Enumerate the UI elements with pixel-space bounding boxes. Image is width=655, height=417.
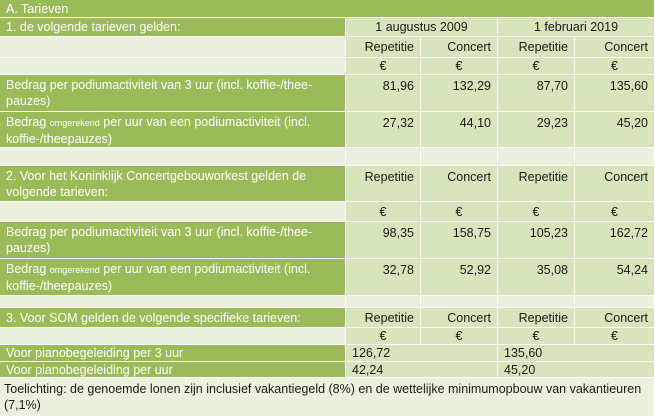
currency-symbol: € xyxy=(498,58,575,75)
value-cell: 54,24 xyxy=(575,259,655,296)
table-row: Bedrag per podiumactiviteit van 3 uur (i… xyxy=(0,75,655,112)
empty-cell xyxy=(498,148,575,166)
table-row: Bedrag omgerekend per uur van een podium… xyxy=(0,259,655,296)
empty-cell xyxy=(346,296,421,308)
section1-colheader-row: Repetitie Concert Repetitie Concert xyxy=(0,37,655,58)
currency-symbol: € xyxy=(421,202,498,222)
empty-cell xyxy=(0,58,346,75)
empty-cell xyxy=(575,296,655,308)
col-concert: Concert xyxy=(575,37,655,58)
col-concert: Concert xyxy=(421,37,498,58)
empty-cell xyxy=(498,296,575,308)
row-label: Bedrag omgerekend per uur van een podium… xyxy=(0,112,346,148)
currency-symbol: € xyxy=(346,328,421,345)
table-row: Bedrag omgerekend per uur van een podium… xyxy=(0,112,655,148)
note-text: Toelichting: de genoemde lonen zijn incl… xyxy=(0,378,655,417)
empty-cell xyxy=(0,37,346,58)
col-repetitie: Repetitie xyxy=(498,308,575,328)
section3-currency-row: € € € € xyxy=(0,328,655,345)
table-row: Voor pianobegeleiding per uur 42,24 45,2… xyxy=(0,362,655,378)
value-cell: 45,20 xyxy=(575,112,655,148)
col-repetitie: Repetitie xyxy=(498,166,575,202)
value-cell: 81,96 xyxy=(346,75,421,112)
note-row: Toelichting: de genoemde lonen zijn incl… xyxy=(0,378,655,417)
value-cell: 132,29 xyxy=(421,75,498,112)
empty-cell xyxy=(421,296,498,308)
section2-currency-row: € € € € xyxy=(0,202,655,222)
value-cell: 135,60 xyxy=(498,345,655,362)
col-concert: Concert xyxy=(575,166,655,202)
value-cell: 29,23 xyxy=(498,112,575,148)
label-part: per uur van een podiumactiviteit (incl. … xyxy=(6,115,311,146)
value-cell: 32,78 xyxy=(346,259,421,296)
value-cell: 105,23 xyxy=(498,222,575,259)
col-concert: Concert xyxy=(575,308,655,328)
spacer-row xyxy=(0,296,655,308)
section2-label: 2. Voor het Koninklijk Concertgebouworke… xyxy=(0,166,346,202)
section3-label: 3. Voor SOM gelden de volgende specifiek… xyxy=(0,308,346,328)
row-label: Voor pianobegeleiding per 3 uur xyxy=(0,345,346,362)
label-part: Bedrag xyxy=(6,115,50,129)
value-cell: 45,20 xyxy=(498,362,655,378)
value-cell: 126,72 xyxy=(346,345,498,362)
col-repetitie: Repetitie xyxy=(498,37,575,58)
value-cell: 42,24 xyxy=(346,362,498,378)
empty-cell xyxy=(0,202,346,222)
value-cell: 158,75 xyxy=(421,222,498,259)
currency-symbol: € xyxy=(575,58,655,75)
empty-cell xyxy=(0,296,346,308)
currency-symbol: € xyxy=(575,328,655,345)
spacer-row xyxy=(0,148,655,166)
title-row: A. Tarieven xyxy=(0,0,655,18)
currency-symbol: € xyxy=(346,202,421,222)
col-repetitie: Repetitie xyxy=(346,37,421,58)
row-label: Bedrag per podiumactiviteit van 3 uur (i… xyxy=(0,222,346,259)
label-small: omgerekend xyxy=(49,118,100,128)
label-part: per uur van een podiumactiviteit (incl. … xyxy=(6,262,311,293)
section3-header-row: 3. Voor SOM gelden de volgende specifiek… xyxy=(0,308,655,328)
currency-symbol: € xyxy=(498,202,575,222)
value-cell: 52,92 xyxy=(421,259,498,296)
value-cell: 162,72 xyxy=(575,222,655,259)
table-title: A. Tarieven xyxy=(0,0,655,18)
col-concert: Concert xyxy=(421,166,498,202)
empty-cell xyxy=(421,148,498,166)
table-row: Bedrag per podiumactiviteit van 3 uur (i… xyxy=(0,222,655,259)
currency-symbol: € xyxy=(498,328,575,345)
col-repetitie: Repetitie xyxy=(346,308,421,328)
empty-cell xyxy=(0,148,346,166)
row-label: Voor pianobegeleiding per uur xyxy=(0,362,346,378)
row-label: Bedrag per podiumactiviteit van 3 uur (i… xyxy=(0,75,346,112)
currency-symbol: € xyxy=(575,202,655,222)
section1-label: 1. de volgende tarieven gelden: xyxy=(0,18,346,37)
value-cell: 44,10 xyxy=(421,112,498,148)
label-part: Bedrag xyxy=(6,262,50,276)
label-small: omgerekend xyxy=(49,265,100,275)
date-2009: 1 augustus 2009 xyxy=(346,18,498,37)
col-repetitie: Repetitie xyxy=(346,166,421,202)
currency-symbol: € xyxy=(421,58,498,75)
section2-header-row: 2. Voor het Koninklijk Concertgebouworke… xyxy=(0,166,655,202)
empty-cell xyxy=(0,328,346,345)
value-cell: 87,70 xyxy=(498,75,575,112)
table-row: Voor pianobegeleiding per 3 uur 126,72 1… xyxy=(0,345,655,362)
currency-symbol: € xyxy=(421,328,498,345)
row-label: Bedrag omgerekend per uur van een podium… xyxy=(0,259,346,296)
value-cell: 35,08 xyxy=(498,259,575,296)
value-cell: 135,60 xyxy=(575,75,655,112)
empty-cell xyxy=(575,148,655,166)
date-2019: 1 februari 2019 xyxy=(498,18,655,37)
value-cell: 98,35 xyxy=(346,222,421,259)
col-concert: Concert xyxy=(421,308,498,328)
currency-symbol: € xyxy=(346,58,421,75)
section1-currency-row: € € € € xyxy=(0,58,655,75)
empty-cell xyxy=(346,148,421,166)
value-cell: 27,32 xyxy=(346,112,421,148)
section1-header-row: 1. de volgende tarieven gelden: 1 august… xyxy=(0,18,655,37)
